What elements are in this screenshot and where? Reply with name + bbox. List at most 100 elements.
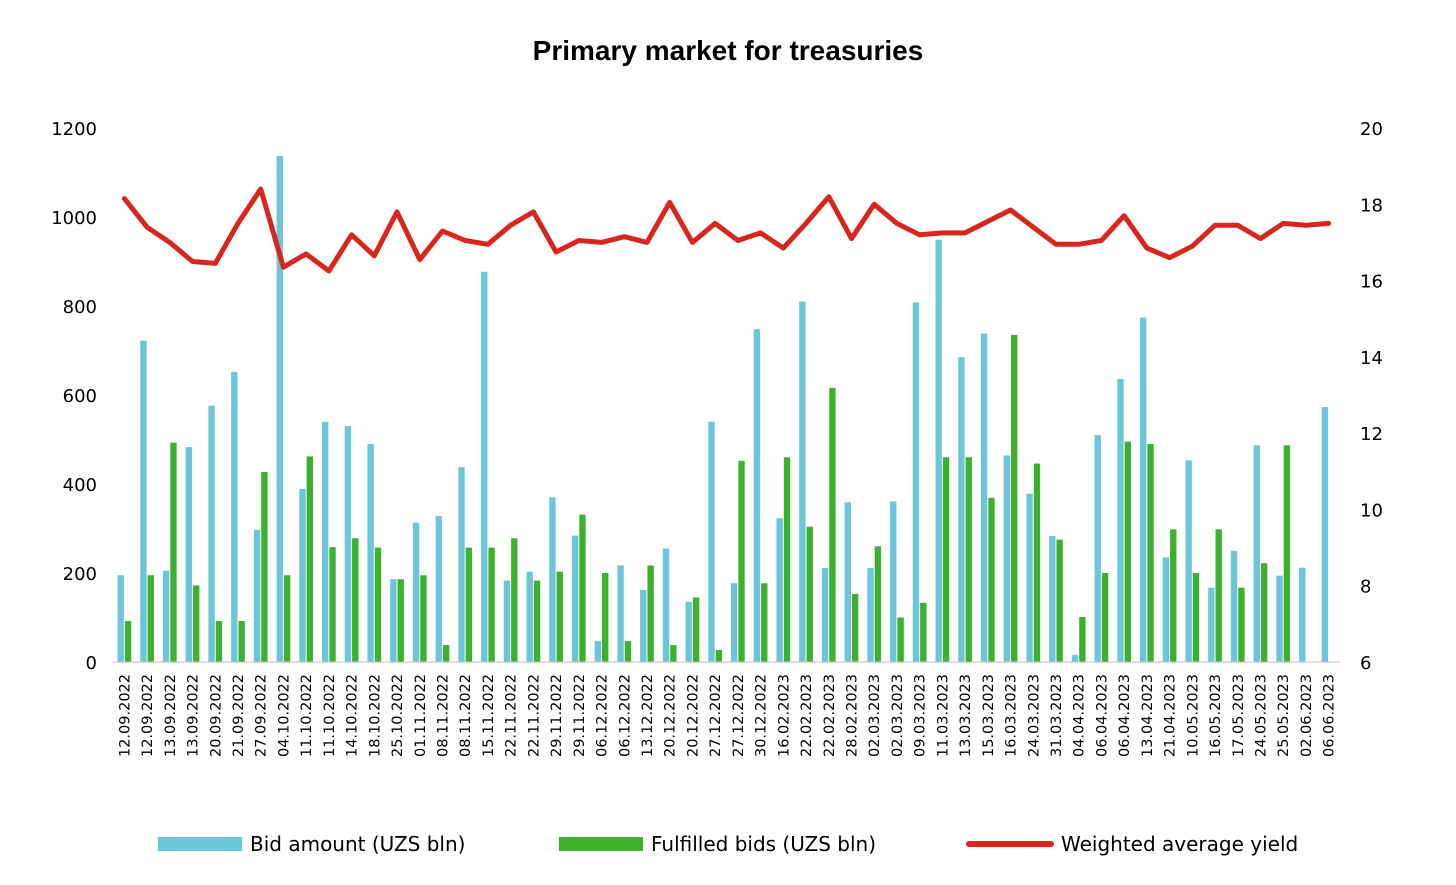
fulfilled-bids-bar	[1238, 587, 1245, 662]
bid-amount-bar	[1003, 455, 1011, 662]
legend-label-fulfilled-bids: Fulfilled bids (UZS bln)	[651, 832, 876, 856]
bid-amount-bar	[1071, 654, 1079, 662]
x-tick-label: 22.11.2022	[504, 674, 520, 757]
fulfilled-bids-bar	[1011, 334, 1018, 662]
fulfilled-bids-bar	[851, 593, 859, 662]
bid-amount-bar	[1117, 378, 1124, 662]
right-y-axis: 6 8 10 12 14 16 18 20	[1360, 119, 1383, 674]
fulfilled-bids-bar	[579, 514, 586, 662]
bid-amount-bar	[867, 568, 874, 662]
bid-amount-bar	[231, 371, 238, 662]
right-y-tick-label: 14	[1360, 348, 1383, 369]
bid-amount-bar	[935, 239, 942, 662]
x-tick-label: 21.09.2022	[231, 674, 247, 757]
bid-amount-bar	[594, 641, 602, 662]
x-tick-label: 24.03.2023	[1026, 674, 1042, 757]
x-tick-label: 20.12.2022	[685, 674, 701, 757]
x-tick-label: 25.05.2023	[1276, 674, 1292, 757]
right-y-tick-label: 6	[1360, 653, 1371, 674]
legend-label-yield: Weighted average yield	[1061, 832, 1298, 856]
fulfilled-bids-bar	[1101, 573, 1109, 662]
x-tick-label: 15.03.2023	[981, 674, 997, 757]
bid-amount-bar	[708, 421, 715, 662]
x-tick-label: 21.04.2023	[1163, 674, 1179, 757]
x-tick-label: 13.09.2022	[186, 674, 202, 757]
x-tick-label: 04.04.2023	[1072, 674, 1088, 757]
bar-series	[117, 156, 1329, 662]
x-tick-label: 11.10.2022	[299, 674, 315, 757]
fulfilled-bids-bar	[1056, 539, 1063, 662]
bid-amount-bar	[549, 497, 556, 662]
fulfilled-bids-bar	[193, 585, 200, 662]
fulfilled-bids-bar	[556, 571, 563, 662]
x-tick-label: 06.04.2023	[1117, 674, 1133, 757]
bid-amount-bar	[435, 516, 442, 662]
x-tick-label: 31.03.2023	[1049, 674, 1065, 757]
bid-amount-bar	[1299, 567, 1306, 662]
fulfilled-bids-bar	[783, 457, 791, 662]
bid-amount-bar	[890, 501, 897, 662]
x-tick-label: 12.09.2022	[117, 674, 133, 757]
x-tick-label: 11.10.2022	[322, 674, 338, 757]
bid-amount-bar	[685, 601, 692, 662]
bid-amount-bar	[1185, 460, 1192, 662]
bid-amount-bar	[390, 579, 397, 662]
fulfilled-bids-bar	[374, 547, 382, 662]
x-tick-label: 28.02.2023	[845, 674, 861, 757]
fulfilled-bids-bar	[1283, 445, 1291, 662]
fulfilled-bids-bar	[329, 547, 336, 662]
bid-amount-bar	[1321, 407, 1329, 662]
fulfilled-bids-bar	[1033, 463, 1041, 662]
legend-label-bid-amount: Bid amount (UZS bln)	[250, 832, 465, 856]
x-tick-label: 27.12.2022	[708, 674, 724, 757]
x-tick-label: 29.11.2022	[549, 674, 565, 757]
bid-amount-bar	[1026, 493, 1033, 662]
x-tick-label: 30.12.2022	[754, 674, 770, 757]
fulfilled-bids-bar	[306, 456, 314, 662]
bid-amount-bar	[1230, 550, 1238, 662]
bid-amount-bar	[912, 302, 920, 662]
x-tick-label: 17.05.2023	[1231, 674, 1247, 757]
bid-amount-bar	[730, 583, 738, 662]
fulfilled-bids-bar	[465, 547, 473, 662]
bid-amount-bar	[776, 518, 783, 662]
fulfilled-bids-bar	[715, 649, 723, 662]
x-tick-label: 20.12.2022	[663, 674, 679, 757]
left-y-tick-label: 1200	[51, 119, 97, 140]
x-tick-label: 04.10.2022	[276, 674, 292, 757]
fulfilled-bids-bar	[420, 575, 427, 662]
x-tick-label: 25.10.2022	[390, 674, 406, 757]
bid-amount-bar	[117, 575, 124, 662]
fulfilled-bids-bar	[692, 597, 700, 662]
x-tick-label: 10.05.2023	[1185, 674, 1201, 757]
bid-amount-bar	[208, 405, 215, 662]
bid-amount-bar	[1276, 575, 1283, 662]
x-tick-label: 13.09.2022	[163, 674, 179, 757]
weighted-average-yield-line	[121, 186, 1332, 274]
x-tick-label: 18.10.2022	[367, 674, 383, 757]
fulfilled-bids-bar	[920, 602, 927, 662]
x-tick-label: 16.03.2023	[1004, 674, 1020, 757]
x-tick-label: 15.11.2022	[481, 674, 497, 757]
left-y-tick-label: 0	[86, 653, 97, 674]
bid-amount-bar	[299, 488, 306, 662]
fulfilled-bids-bar	[488, 547, 495, 662]
fulfilled-bids-bar	[1170, 529, 1177, 662]
fulfilled-bids-bar	[215, 621, 223, 662]
fulfilled-bids-bar	[988, 497, 995, 662]
x-tick-label: 11.03.2023	[935, 674, 951, 757]
left-y-tick-label: 600	[63, 386, 97, 407]
bid-amount-bar	[253, 529, 261, 662]
x-tick-label: 02.03.2023	[867, 674, 883, 757]
bid-amount-bar	[1049, 536, 1056, 662]
legend-swatch-bid-amount	[158, 837, 242, 851]
x-tick-label: 02.03.2023	[890, 674, 906, 757]
right-y-tick-label: 20	[1360, 119, 1383, 140]
right-y-tick-label: 8	[1360, 577, 1371, 598]
fulfilled-bids-bar	[624, 641, 632, 662]
bid-amount-bar	[481, 271, 488, 662]
legend-swatch-fulfilled-bids	[559, 837, 643, 851]
x-tick-label: 13.03.2023	[958, 674, 974, 757]
yield-line-series	[121, 186, 1332, 274]
